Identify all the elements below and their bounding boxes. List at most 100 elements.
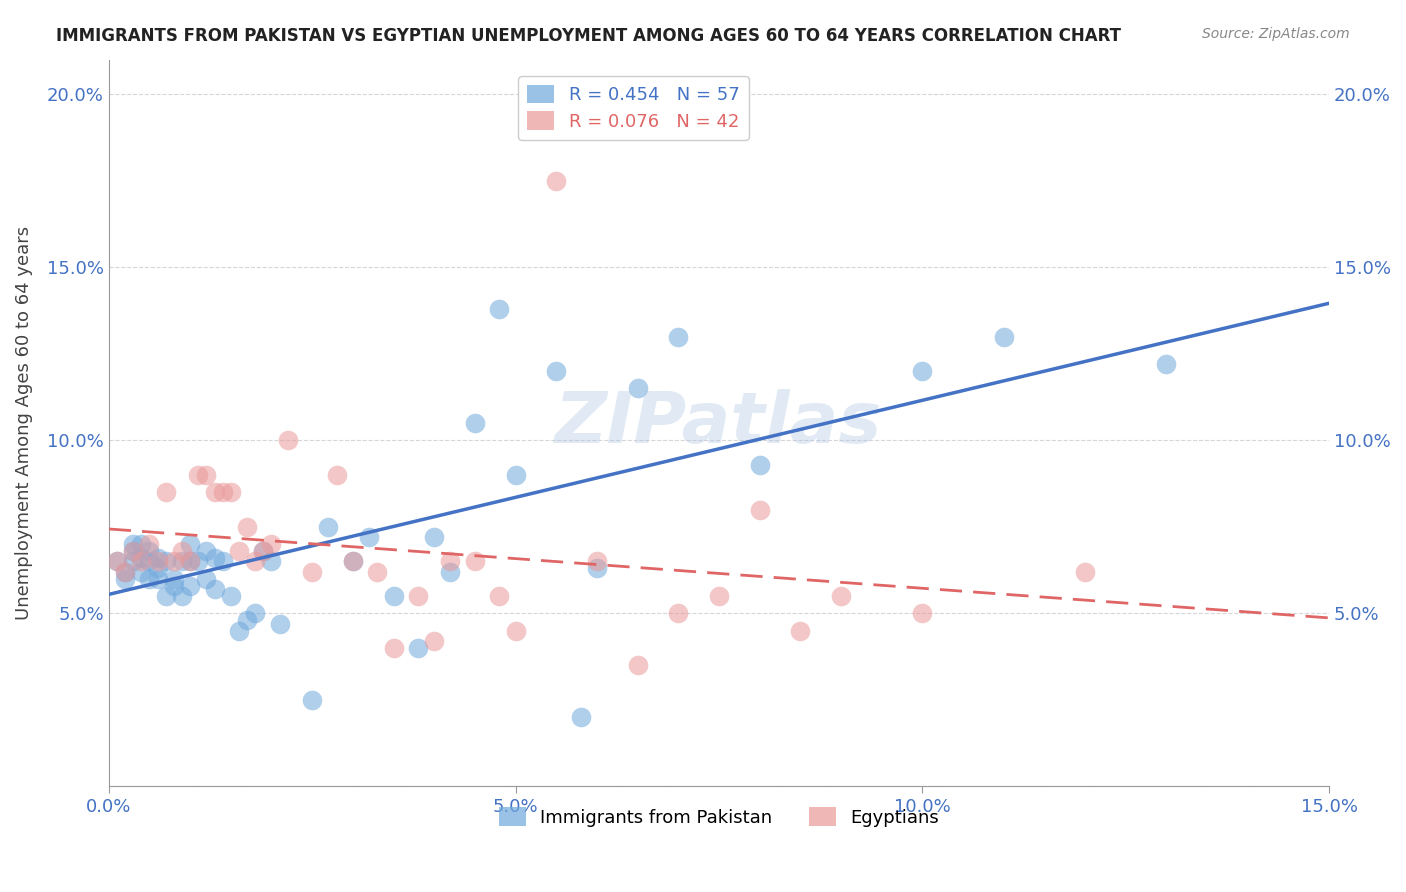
Point <box>228 624 250 638</box>
Point <box>138 544 160 558</box>
Point <box>170 589 193 603</box>
Point <box>318 520 340 534</box>
Point <box>406 589 429 603</box>
Point <box>105 554 128 568</box>
Point <box>505 467 527 482</box>
Point <box>707 589 730 603</box>
Point <box>830 589 852 603</box>
Point <box>114 565 136 579</box>
Point <box>187 467 209 482</box>
Point <box>122 554 145 568</box>
Point <box>195 544 218 558</box>
Point <box>245 607 267 621</box>
Point <box>195 572 218 586</box>
Point <box>1074 565 1097 579</box>
Point <box>170 544 193 558</box>
Point <box>146 561 169 575</box>
Point <box>129 565 152 579</box>
Point <box>269 616 291 631</box>
Point <box>626 381 648 395</box>
Point <box>666 329 689 343</box>
Point <box>911 607 934 621</box>
Point <box>464 416 486 430</box>
Point <box>464 554 486 568</box>
Point <box>204 485 226 500</box>
Point <box>488 301 510 316</box>
Point <box>129 537 152 551</box>
Point <box>546 174 568 188</box>
Text: ZIPatlas: ZIPatlas <box>555 389 883 458</box>
Point <box>179 554 201 568</box>
Point <box>122 537 145 551</box>
Point <box>252 544 274 558</box>
Point <box>187 554 209 568</box>
Point <box>439 565 461 579</box>
Point <box>277 434 299 448</box>
Point <box>179 554 201 568</box>
Point <box>488 589 510 603</box>
Point <box>342 554 364 568</box>
Point <box>179 537 201 551</box>
Point <box>105 554 128 568</box>
Point <box>626 658 648 673</box>
Point <box>138 554 160 568</box>
Point <box>146 554 169 568</box>
Point <box>586 554 609 568</box>
Point <box>219 485 242 500</box>
Point <box>1156 357 1178 371</box>
Point <box>138 572 160 586</box>
Point <box>260 537 283 551</box>
Point <box>146 551 169 566</box>
Point <box>228 544 250 558</box>
Point <box>505 624 527 638</box>
Point <box>163 579 186 593</box>
Point <box>114 565 136 579</box>
Point <box>211 485 233 500</box>
Point <box>993 329 1015 343</box>
Point <box>586 561 609 575</box>
Point <box>252 544 274 558</box>
Point <box>406 640 429 655</box>
Point <box>114 572 136 586</box>
Point <box>301 565 323 579</box>
Point <box>155 589 177 603</box>
Point <box>366 565 388 579</box>
Text: IMMIGRANTS FROM PAKISTAN VS EGYPTIAN UNEMPLOYMENT AMONG AGES 60 TO 64 YEARS CORR: IMMIGRANTS FROM PAKISTAN VS EGYPTIAN UNE… <box>56 27 1121 45</box>
Point <box>236 520 259 534</box>
Point <box>155 485 177 500</box>
Legend: Immigrants from Pakistan, Egyptians: Immigrants from Pakistan, Egyptians <box>489 798 948 836</box>
Point <box>546 364 568 378</box>
Point <box>325 467 347 482</box>
Point <box>219 589 242 603</box>
Point <box>129 554 152 568</box>
Point <box>789 624 811 638</box>
Point <box>423 634 446 648</box>
Point <box>439 554 461 568</box>
Point <box>342 554 364 568</box>
Point <box>423 530 446 544</box>
Point <box>146 572 169 586</box>
Point <box>211 554 233 568</box>
Point <box>122 544 145 558</box>
Point <box>569 710 592 724</box>
Point <box>163 554 186 568</box>
Point <box>748 458 770 472</box>
Point <box>236 613 259 627</box>
Point <box>122 544 145 558</box>
Point <box>155 554 177 568</box>
Point <box>129 551 152 566</box>
Point <box>204 551 226 566</box>
Y-axis label: Unemployment Among Ages 60 to 64 years: Unemployment Among Ages 60 to 64 years <box>15 226 32 620</box>
Point <box>382 640 405 655</box>
Point <box>260 554 283 568</box>
Point <box>179 579 201 593</box>
Point <box>911 364 934 378</box>
Point <box>301 693 323 707</box>
Point <box>245 554 267 568</box>
Point <box>382 589 405 603</box>
Text: Source: ZipAtlas.com: Source: ZipAtlas.com <box>1202 27 1350 41</box>
Point <box>163 572 186 586</box>
Point <box>666 607 689 621</box>
Point <box>195 467 218 482</box>
Point <box>748 502 770 516</box>
